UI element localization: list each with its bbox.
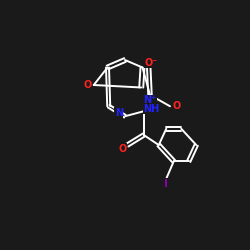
Text: O: O	[84, 80, 92, 90]
Text: O: O	[118, 144, 127, 154]
Text: N⁺: N⁺	[143, 95, 157, 105]
Text: I: I	[164, 179, 168, 189]
Text: O⁻: O⁻	[144, 58, 158, 68]
Text: N: N	[115, 108, 123, 118]
Text: NH: NH	[143, 104, 160, 114]
Text: O: O	[172, 101, 180, 111]
